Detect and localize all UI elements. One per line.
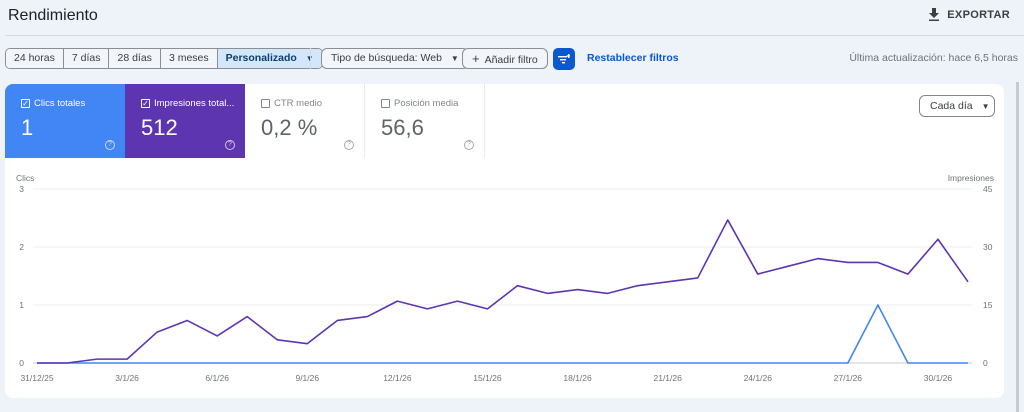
range-3m[interactable]: 3 meses	[160, 49, 218, 68]
page-scrollbar[interactable]	[1016, 82, 1019, 412]
dropdown-arrow-icon: ▼	[981, 102, 990, 111]
metric-average-ctr[interactable]: CTR medio 0,2 % ?	[245, 84, 365, 158]
x-tick-label: 21/1/26	[653, 373, 682, 383]
range-24h[interactable]: 24 horas	[6, 49, 64, 68]
metric-label: CTR medio	[274, 98, 323, 109]
export-label: EXPORTAR	[947, 8, 1010, 21]
help-icon[interactable]: ?	[344, 140, 354, 150]
right-tick-label: 0	[983, 358, 988, 368]
impressions-series-line	[37, 219, 969, 364]
checkbox-unchecked-icon[interactable]	[381, 99, 390, 108]
plus-icon: +	[472, 51, 480, 66]
metric-value: 0,2 %	[261, 115, 318, 140]
left-tick-label: 0	[19, 358, 24, 368]
metric-value: 1	[21, 115, 34, 140]
right-tick-label: 15	[983, 300, 993, 310]
metric-total-clicks[interactable]: ✓ Clics totales 1 ?	[5, 84, 125, 158]
right-tick-label: 45	[983, 184, 993, 194]
checkbox-checked-icon[interactable]: ✓	[21, 98, 30, 108]
x-tick-label: 24/1/26	[744, 373, 773, 383]
date-range-selector: 24 horas 7 días 28 días 3 meses Personal…	[5, 48, 323, 69]
left-tick-label: 2	[19, 242, 24, 252]
filter-icon	[558, 54, 570, 64]
metric-average-position[interactable]: Posición media 56,6 ?	[365, 84, 485, 158]
search-type-dropdown[interactable]: Tipo de búsqueda: Web ▼	[321, 48, 469, 69]
metric-label: Posición media	[394, 98, 459, 109]
x-tick-label: 27/1/26	[834, 373, 863, 383]
help-icon[interactable]: ?	[105, 140, 115, 150]
range-28d[interactable]: 28 días	[109, 49, 161, 68]
left-axis-label: Clics	[16, 173, 34, 183]
dropdown-arrow-icon: ▼	[450, 54, 459, 63]
x-tick-label: 15/1/26	[473, 373, 502, 383]
toolbar-separator	[310, 48, 311, 69]
granularity-label: Cada día	[930, 100, 973, 112]
x-tick-label: 3/1/26	[115, 373, 139, 383]
page-title: Rendimiento	[8, 7, 98, 24]
clicks-series-line	[37, 304, 968, 364]
header-divider	[5, 35, 1024, 36]
x-tick-label: 31/12/25	[20, 373, 53, 383]
x-tick-label: 18/1/26	[563, 373, 592, 383]
dropdown-arrow-icon: ▼	[306, 54, 314, 63]
help-icon[interactable]: ?	[225, 140, 235, 150]
add-filter-button[interactable]: + Añadir filtro	[462, 48, 548, 69]
x-tick-label: 6/1/26	[205, 373, 229, 383]
range-custom[interactable]: Personalizado ▼	[217, 49, 322, 68]
search-type-label: Tipo de búsqueda: Web	[331, 52, 442, 64]
range-7d[interactable]: 7 días	[63, 49, 110, 68]
metric-total-impressions[interactable]: ✓ Impresiones total... 512 ?	[125, 84, 245, 158]
left-tick-label: 1	[19, 300, 24, 310]
last-update-text: Última actualización: hace 6,5 horas	[849, 52, 1018, 64]
metric-label: Impresiones total...	[154, 98, 235, 109]
range-custom-label: Personalizado	[225, 52, 297, 64]
download-icon	[929, 8, 940, 21]
filter-settings-button[interactable]	[553, 48, 575, 70]
reset-filters-link[interactable]: Restablecer filtros	[587, 52, 679, 64]
granularity-dropdown[interactable]: Cada día ▼	[919, 95, 995, 117]
x-tick-label: 12/1/26	[383, 373, 412, 383]
checkbox-unchecked-icon[interactable]	[261, 99, 270, 108]
x-tick-label: 30/1/26	[924, 373, 953, 383]
help-icon[interactable]: ?	[464, 140, 474, 150]
metric-value: 512	[141, 115, 178, 140]
metric-value: 56,6	[381, 115, 424, 140]
add-filter-label: Añadir filtro	[484, 54, 538, 66]
metric-label: Clics totales	[34, 98, 86, 109]
x-tick-label: 9/1/26	[295, 373, 319, 383]
export-button[interactable]: EXPORTAR	[928, 8, 1010, 21]
left-tick-label: 3	[19, 184, 24, 194]
right-axis-label: Impresiones	[948, 173, 994, 183]
checkbox-checked-icon[interactable]: ✓	[141, 98, 150, 108]
right-tick-label: 30	[983, 242, 993, 252]
